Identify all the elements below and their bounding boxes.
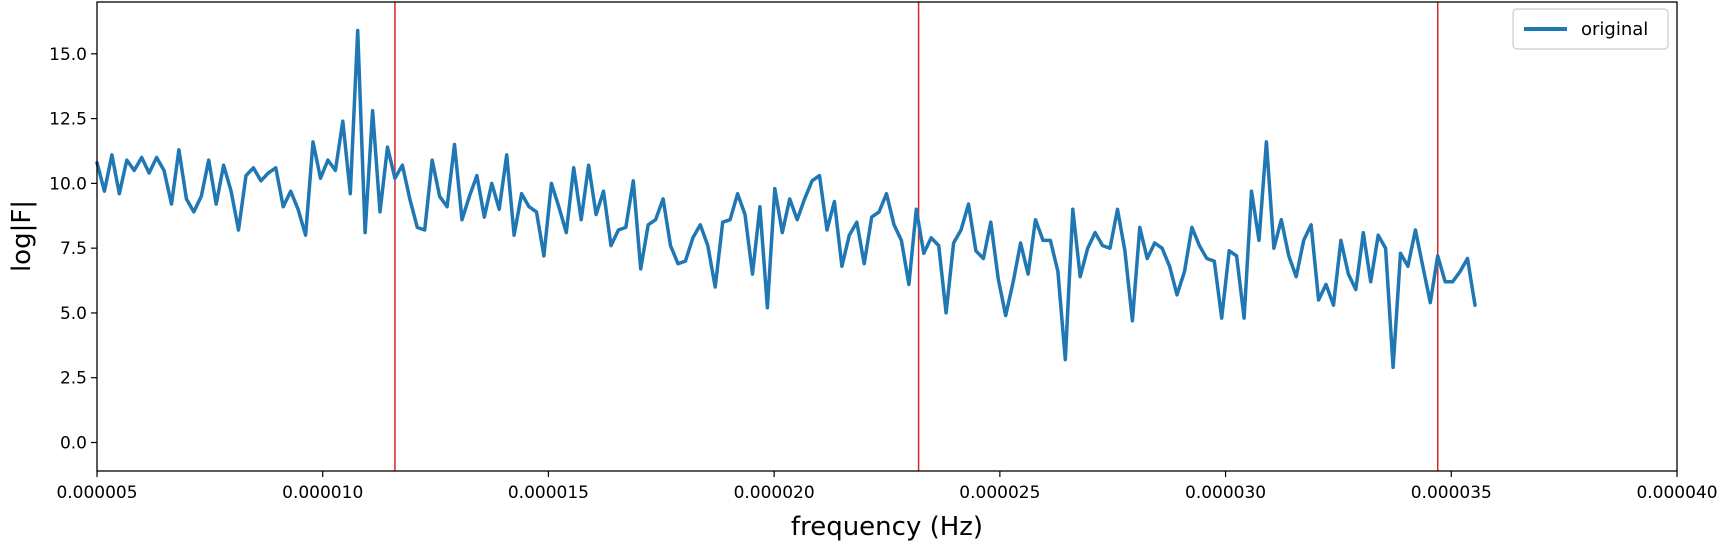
- plot-frame: [96, 1, 1678, 472]
- y-tick-label: 7.5: [60, 239, 87, 259]
- series-lines: [95, 28, 1477, 370]
- x-tick-label: 0.000010: [282, 483, 363, 503]
- x-axis-ticks: 0.000005 0.000010 0.000015 0.000020 0.000025…: [56, 471, 1718, 503]
- x-tick-label: 0.000030: [1185, 483, 1266, 503]
- y-tick-label: 2.5: [60, 369, 87, 389]
- x-tick-label: 0.000015: [508, 483, 589, 503]
- legend-box: [1512, 8, 1669, 50]
- legend-label-original: original: [1581, 19, 1648, 40]
- y-tick-label: 10.0: [49, 174, 87, 194]
- x-tick-label: 0.000025: [959, 483, 1040, 503]
- y-tick-label: 0.0: [60, 433, 87, 453]
- y-tick-label: 5.0: [60, 304, 87, 324]
- y-axis-ticks: 0.0 2.5 5.0 7.5 10.0 12.5 15.0: [49, 45, 97, 453]
- x-tick-label: 0.000005: [56, 483, 137, 503]
- vertical-lines: [394, 2, 1439, 471]
- y-tick-label: 12.5: [49, 110, 87, 130]
- legend: original: [1512, 8, 1669, 50]
- x-tick-label: 0.000040: [1636, 483, 1717, 503]
- x-tick-label: 0.000020: [734, 483, 815, 503]
- y-axis-label: log|F|: [7, 200, 37, 272]
- y-tick-label: 15.0: [49, 45, 87, 65]
- x-tick-label: 0.000035: [1411, 483, 1492, 503]
- series-line-original: [95, 28, 1477, 370]
- x-axis-label: frequency (Hz): [791, 512, 983, 542]
